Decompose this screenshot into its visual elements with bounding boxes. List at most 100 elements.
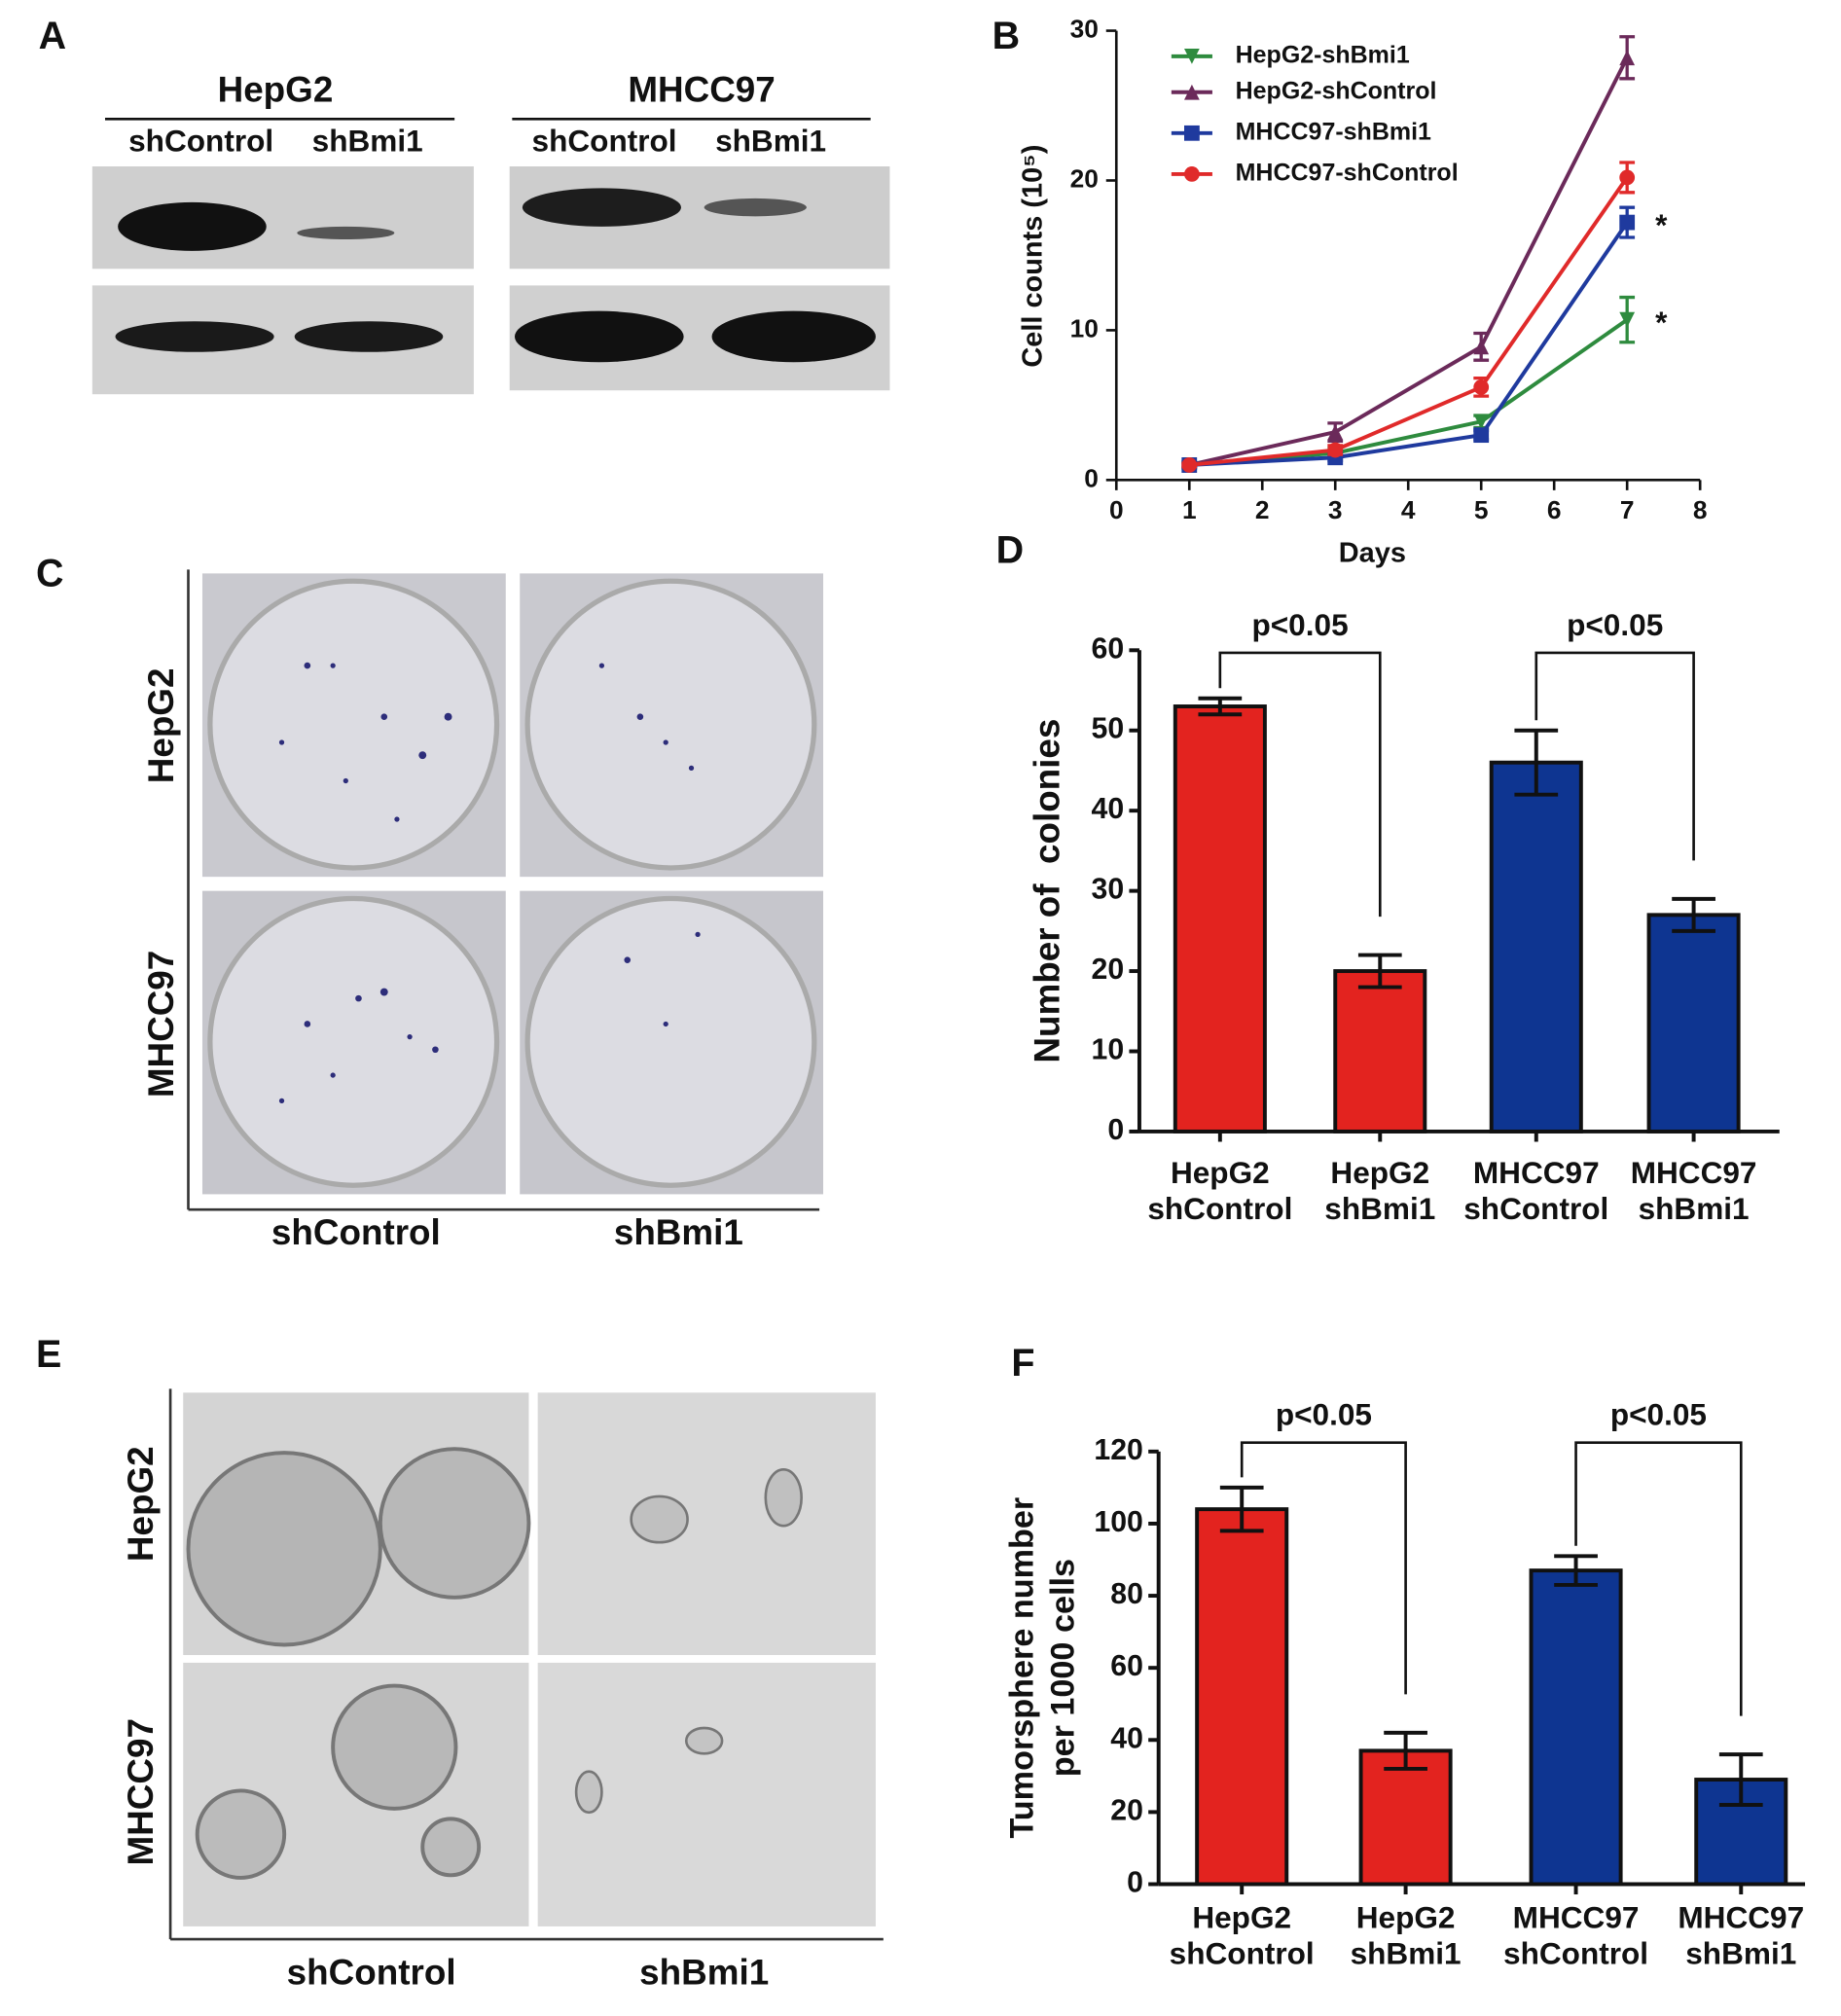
panel-label: C (36, 552, 64, 594)
x-tick-label: 4 (1401, 495, 1416, 524)
annotation: * (1655, 207, 1668, 242)
x-tick-label: shBmi1 (1639, 1191, 1750, 1226)
legend-label: MHCC97-shControl (1236, 160, 1459, 187)
x-tick-label: shControl (1463, 1191, 1608, 1226)
marker (1473, 427, 1490, 444)
x-tick-label: HepG2 (1171, 1155, 1270, 1190)
group-label: HepG2 (218, 69, 334, 109)
marker (1181, 457, 1198, 473)
y-axis-label: Cell counts (10⁵) (1018, 145, 1049, 368)
x-tick-label: shBmi1 (1351, 1936, 1462, 1971)
error-bar (1198, 696, 1243, 717)
x-tick-label: 8 (1693, 495, 1708, 524)
row-label: HepG2 (121, 1446, 161, 1562)
error-bar (1357, 953, 1402, 990)
row-label: MHCC97 (141, 951, 181, 1098)
marker (1473, 339, 1490, 355)
annotation: p<0.05 (1251, 607, 1348, 642)
significance-bracket (1218, 651, 1382, 918)
panel-label: A (39, 15, 67, 57)
panel-label: F (1011, 1342, 1034, 1385)
x-tick-label: 7 (1620, 495, 1635, 524)
error-bar (1718, 1752, 1763, 1807)
y-tick-label: 80 (1110, 1578, 1143, 1610)
error-bar (1672, 896, 1715, 933)
y-tick-label: 20 (1070, 163, 1099, 193)
marker (1184, 166, 1200, 182)
y-axis-label: Number of colonies (1028, 719, 1067, 1063)
error-bar (1514, 728, 1559, 797)
lane-label: shControl (532, 124, 677, 159)
x-axis-label: Days (1339, 537, 1406, 568)
lane-label: shBmi1 (312, 124, 423, 159)
series-line (1189, 318, 1629, 467)
series-line (1189, 221, 1629, 467)
y-tick-label: 30 (1070, 15, 1099, 44)
marker (1619, 169, 1636, 186)
y-tick-label: 10 (1070, 313, 1099, 342)
x-tick-label: 2 (1255, 495, 1270, 524)
error-bar (1554, 1554, 1598, 1587)
y-tick-label: 100 (1094, 1506, 1142, 1538)
panel-label: E (36, 1333, 61, 1376)
x-tick-label: shBmi1 (1685, 1936, 1796, 1971)
y-tick-label: 120 (1094, 1434, 1142, 1466)
series-line (1189, 176, 1629, 467)
annotation: p<0.05 (1610, 1397, 1707, 1432)
x-tick-label: MHCC97 (1631, 1155, 1757, 1190)
colony-photos (187, 569, 824, 1211)
x-tick-label: 6 (1547, 495, 1562, 524)
x-tick-label: 1 (1182, 495, 1197, 524)
y-tick-label: 40 (1092, 793, 1125, 825)
y-tick-label: 0 (1107, 1114, 1124, 1146)
significance-bracket (1240, 1441, 1407, 1695)
x-tick-label: HepG2 (1330, 1155, 1429, 1190)
marker (1473, 379, 1490, 395)
y-axis-label: per 1000 cells (1045, 1559, 1082, 1777)
x-tick-label: shBmi1 (1324, 1191, 1435, 1226)
annotation: p<0.05 (1567, 607, 1663, 642)
y-tick-label: 50 (1092, 713, 1125, 745)
bar (1173, 704, 1267, 1134)
x-tick-label: 5 (1474, 495, 1489, 524)
annotation: p<0.05 (1276, 1397, 1372, 1432)
x-tick-label: MHCC97 (1473, 1155, 1600, 1190)
series-line (1188, 56, 1629, 467)
marker (1327, 424, 1344, 440)
marker (1619, 214, 1636, 231)
y-axis-label: Tumorsphere number (1004, 1497, 1041, 1839)
marker (1473, 414, 1490, 430)
x-tick-label: shControl (1503, 1936, 1648, 1971)
marker (1619, 311, 1636, 328)
lane-label: shBmi1 (715, 124, 826, 159)
x-tick-label: 3 (1328, 495, 1343, 524)
y-tick-label: 20 (1092, 954, 1125, 986)
row-label: MHCC97 (121, 1718, 161, 1865)
bar (1489, 760, 1583, 1134)
y-tick-label: 0 (1127, 1866, 1143, 1898)
column-label: shBmi1 (614, 1212, 743, 1252)
x-tick-label: shControl (1147, 1191, 1292, 1226)
y-tick-label: 60 (1110, 1650, 1143, 1682)
y-tick-label: 60 (1092, 632, 1125, 665)
column-label: shControl (287, 1953, 456, 1993)
legend-label: MHCC97-shBmi1 (1236, 118, 1431, 145)
x-tick-label: shControl (1170, 1936, 1315, 1971)
bar (1358, 1748, 1453, 1887)
y-tick-label: 0 (1084, 463, 1099, 492)
group-label: MHCC97 (628, 69, 775, 109)
bar (1195, 1507, 1289, 1887)
column-label: shBmi1 (639, 1953, 769, 1993)
y-tick-label: 40 (1110, 1722, 1143, 1754)
bar (1646, 913, 1741, 1134)
marker (1619, 50, 1636, 66)
y-tick-label: 30 (1092, 874, 1125, 906)
x-tick-label: MHCC97 (1678, 1900, 1804, 1935)
marker (1184, 48, 1200, 64)
bar (1529, 1568, 1623, 1887)
annotation: * (1655, 305, 1668, 340)
column-label: shControl (271, 1212, 441, 1252)
marker (1327, 442, 1344, 458)
